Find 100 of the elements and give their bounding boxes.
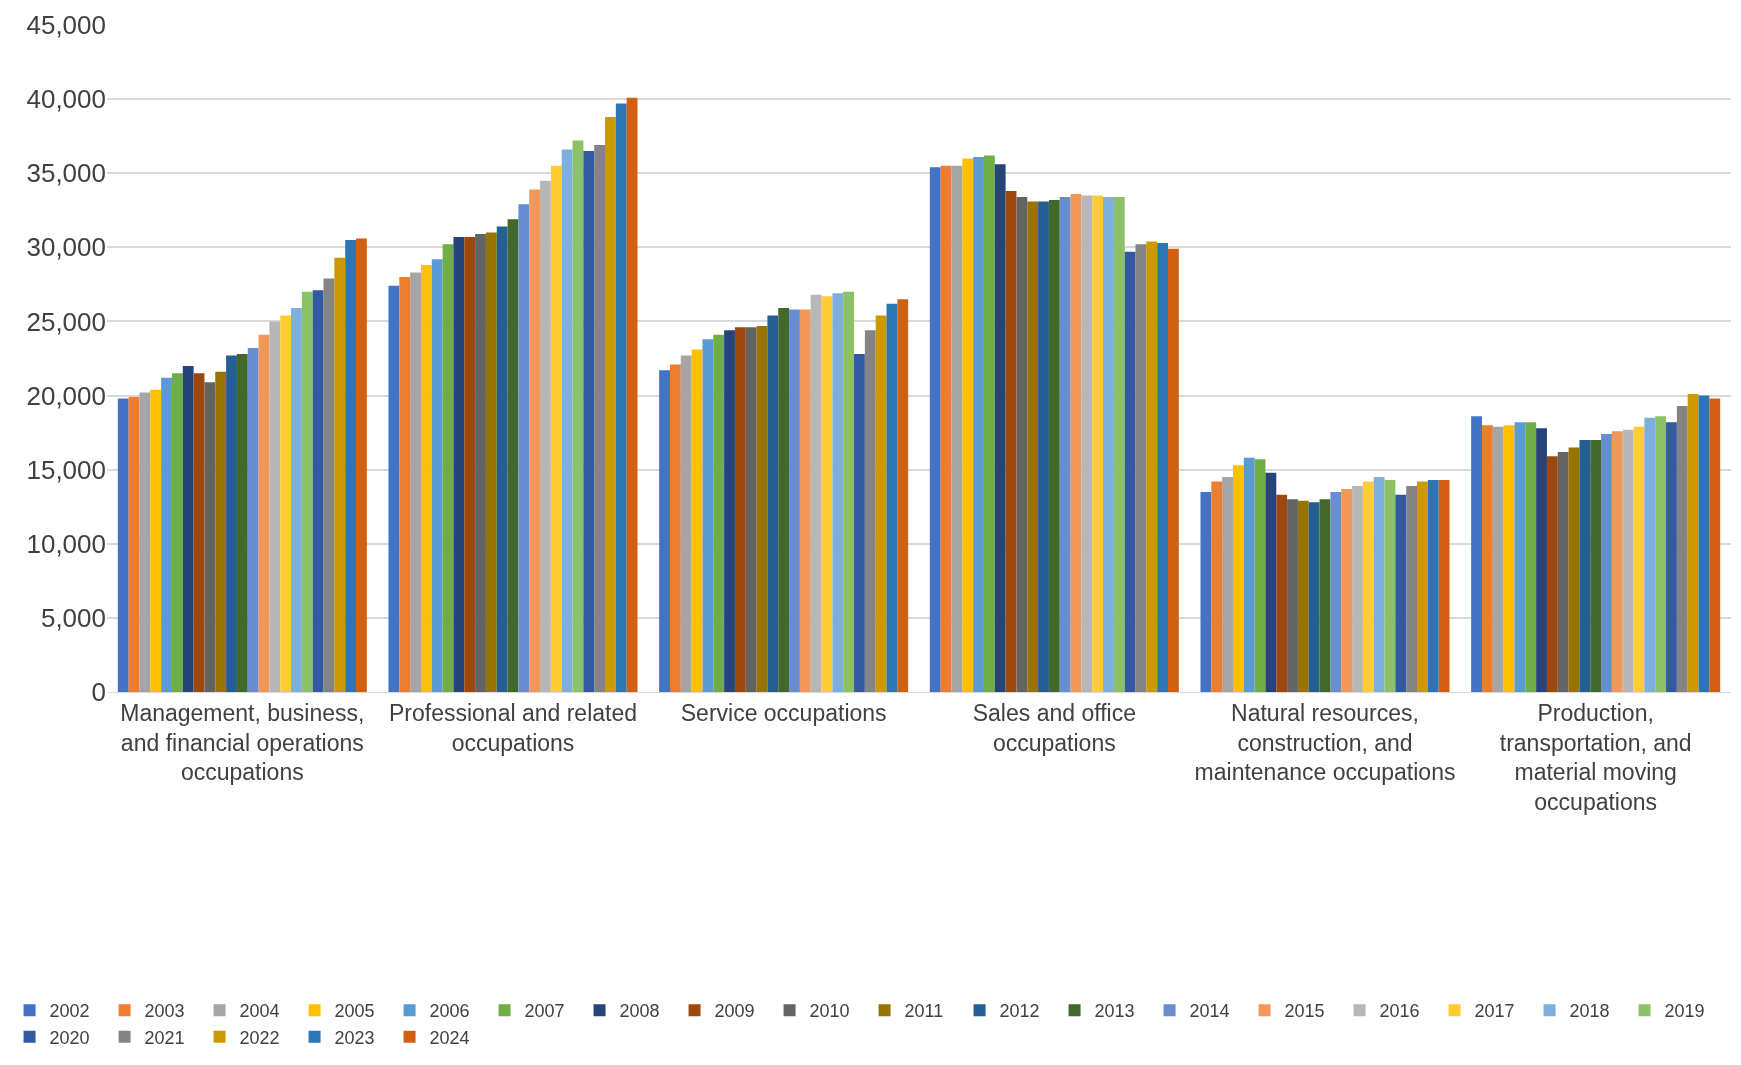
bar — [161, 377, 172, 692]
bar — [1124, 251, 1136, 692]
bar — [128, 397, 140, 692]
bar — [150, 389, 162, 692]
bar — [615, 103, 627, 692]
bar — [886, 303, 898, 692]
bar — [1611, 431, 1623, 692]
legend-label: 2003 — [144, 1001, 185, 1022]
bar — [1568, 447, 1580, 692]
bar — [734, 327, 746, 692]
legend-label: 2024 — [429, 1027, 470, 1048]
bar — [724, 330, 735, 692]
bar — [605, 116, 616, 692]
legend-label: 2022 — [239, 1027, 280, 1048]
bar — [821, 296, 833, 692]
bar — [529, 189, 541, 692]
bar — [236, 354, 248, 692]
bar — [431, 259, 443, 692]
bar — [356, 238, 367, 692]
bar — [1157, 242, 1169, 692]
bar — [1308, 502, 1320, 692]
bar — [1438, 480, 1450, 692]
bar — [1254, 459, 1266, 692]
bar — [789, 309, 800, 692]
bar — [1373, 477, 1385, 692]
bar — [1081, 195, 1093, 692]
x-tick-label: Management, business, and financial operations occupations — [120, 699, 365, 786]
bar — [1471, 416, 1482, 692]
bar — [1287, 499, 1298, 692]
x-tick-label: Service occupations — [680, 699, 887, 726]
bar — [1103, 196, 1114, 692]
y-tick-label: 30,000 — [26, 232, 106, 263]
bar — [117, 398, 129, 692]
x-tick-label: Natural resources, construction, and maintenance occupations — [1194, 699, 1456, 786]
bar — [669, 364, 681, 692]
bar — [659, 370, 670, 692]
bar — [561, 149, 573, 692]
bar — [1211, 481, 1223, 692]
bar — [1016, 196, 1028, 692]
bar — [691, 349, 703, 692]
bar — [496, 226, 508, 692]
bar — [767, 315, 779, 692]
bar — [1709, 398, 1721, 692]
bar — [1222, 477, 1233, 692]
bar — [897, 299, 909, 692]
bar — [843, 291, 855, 692]
y-tick-label: 5,000 — [40, 602, 106, 633]
bar — [182, 365, 194, 692]
bar — [1048, 199, 1060, 692]
bar — [1590, 440, 1602, 692]
y-tick-label: 20,000 — [26, 380, 106, 411]
bar — [550, 165, 562, 692]
bar — [464, 236, 476, 692]
bar — [832, 293, 844, 692]
bar — [1514, 422, 1526, 692]
bar — [388, 285, 400, 692]
bar — [583, 150, 595, 692]
bar — [1027, 201, 1039, 692]
bar — [442, 244, 454, 692]
bar — [1666, 422, 1677, 692]
legend-label: 2016 — [1379, 1001, 1420, 1022]
legend-label: 2023 — [334, 1027, 375, 1048]
legend-label: 2019 — [1664, 1001, 1705, 1022]
bar — [1059, 196, 1071, 692]
bar — [973, 156, 984, 692]
bar — [1503, 425, 1515, 692]
bar — [280, 315, 292, 692]
bar — [594, 145, 606, 692]
y-tick-label: 45,000 — [26, 10, 106, 41]
bar — [1622, 429, 1634, 692]
bar — [312, 290, 324, 692]
bar — [1546, 456, 1558, 692]
legend-label: 2014 — [1189, 1001, 1230, 1022]
bar — [1633, 426, 1645, 692]
bar — [1406, 485, 1418, 692]
bar — [983, 155, 995, 692]
bar — [1644, 417, 1656, 692]
bar — [269, 321, 281, 692]
bar — [1330, 491, 1342, 692]
bar — [171, 373, 183, 692]
bar — [485, 232, 497, 692]
bar — [929, 167, 941, 692]
bar — [1135, 244, 1147, 692]
bar — [778, 308, 790, 692]
bar — [540, 180, 551, 692]
bar — [1362, 481, 1374, 692]
bar — [1341, 488, 1353, 692]
bar — [193, 373, 205, 692]
bar — [854, 354, 865, 692]
bar — [507, 219, 519, 692]
bar — [139, 392, 151, 692]
bar — [1384, 480, 1396, 692]
bar — [626, 97, 638, 692]
bar — [1536, 428, 1547, 692]
bar — [1601, 434, 1612, 692]
bar — [713, 334, 725, 692]
legend-label: 2006 — [429, 1001, 470, 1022]
bar — [702, 339, 714, 692]
bar — [453, 236, 465, 692]
bar — [1038, 201, 1049, 692]
